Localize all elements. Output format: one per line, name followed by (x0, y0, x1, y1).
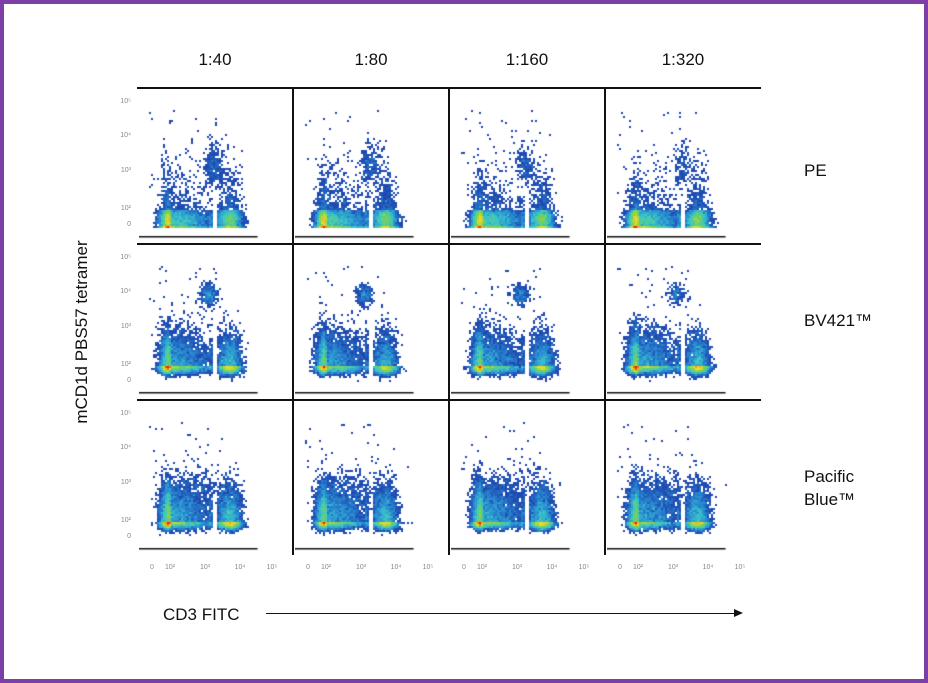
density-plot-0-2 (451, 90, 603, 242)
y-axis-label: mCD1d PBS57 tetramer (72, 240, 91, 424)
column-label: 1:40 (198, 50, 232, 69)
row-label: Pacific Blue™ (804, 467, 856, 509)
x-tick-label: 10² (476, 564, 488, 571)
y-tick-label: 10² (120, 205, 131, 212)
density-plot-1-1 (295, 246, 447, 398)
x-tick-label: 10³ (355, 564, 367, 571)
y-tick-label: 10² (120, 517, 131, 524)
x-tick-label: 0 (306, 564, 310, 571)
x-tick-label: 10⁴ (390, 564, 402, 571)
x-tick-label: 10⁴ (702, 564, 714, 571)
x-tick-label: 10² (632, 564, 644, 571)
x-axis-label: CD3 FITC (163, 605, 240, 624)
x-tick-label: 10⁵ (734, 564, 746, 571)
y-tick-label: 10⁵ (120, 410, 131, 417)
y-tick-label: 10⁴ (120, 288, 131, 295)
density-plot-0-1 (295, 90, 447, 242)
x-tick-label: 10³ (667, 564, 679, 571)
x-axis-arrow-line (266, 613, 736, 614)
density-plot-1-2 (451, 246, 603, 398)
x-tick-label: 10³ (199, 564, 211, 571)
y-tick-label: 0 (127, 377, 131, 384)
density-plot-0-0 (139, 90, 291, 242)
x-tick-label: 10⁴ (234, 564, 246, 571)
density-plot-2-0 (139, 402, 291, 554)
x-tick-label: 10⁴ (546, 564, 558, 571)
density-plot-1-3 (607, 246, 759, 398)
x-tick-label: 0 (618, 564, 622, 571)
column-label: 1:80 (354, 50, 388, 69)
y-tick-label: 10⁵ (120, 254, 131, 261)
y-tick-label: 10⁵ (120, 98, 131, 105)
x-tick-label: 10⁵ (266, 564, 278, 571)
x-tick-label: 0 (150, 564, 154, 571)
y-tick-label: 10⁴ (120, 132, 131, 139)
density-plot-2-3 (607, 402, 759, 554)
y-tick-label: 0 (127, 221, 131, 228)
row-label: BV421™ (804, 311, 873, 330)
density-plot-2-2 (451, 402, 603, 554)
density-plot-1-0 (139, 246, 291, 398)
density-plot-0-3 (607, 90, 759, 242)
y-tick-label: 10³ (120, 167, 131, 174)
x-tick-label: 10² (164, 564, 176, 571)
column-label: 1:160 (505, 50, 549, 69)
y-tick-label: 10³ (120, 323, 131, 330)
x-tick-label: 10⁵ (422, 564, 434, 571)
density-plot-2-1 (295, 402, 447, 554)
panel-divider-vertical (448, 87, 450, 555)
x-tick-label: 10³ (511, 564, 523, 571)
x-tick-label: 0 (462, 564, 466, 571)
y-tick-label: 10³ (120, 479, 131, 486)
y-tick-label: 0 (127, 533, 131, 540)
row-label: PE (804, 161, 827, 180)
x-tick-label: 10² (320, 564, 332, 571)
arrow-right-icon (734, 609, 743, 617)
y-tick-label: 10² (120, 361, 131, 368)
x-tick-label: 10⁵ (578, 564, 590, 571)
panel-divider-vertical (604, 87, 606, 555)
column-label: 1:320 (661, 50, 705, 69)
y-tick-label: 10⁴ (120, 444, 131, 451)
panel-divider-vertical (292, 87, 294, 555)
